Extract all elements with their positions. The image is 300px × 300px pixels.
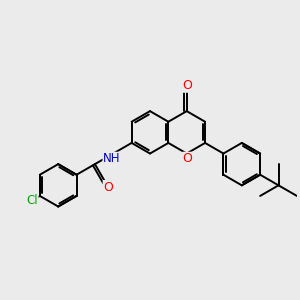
Text: O: O xyxy=(182,79,192,92)
Text: O: O xyxy=(183,152,193,165)
Text: O: O xyxy=(103,181,113,194)
Text: Cl: Cl xyxy=(26,194,38,207)
Text: NH: NH xyxy=(103,152,121,165)
